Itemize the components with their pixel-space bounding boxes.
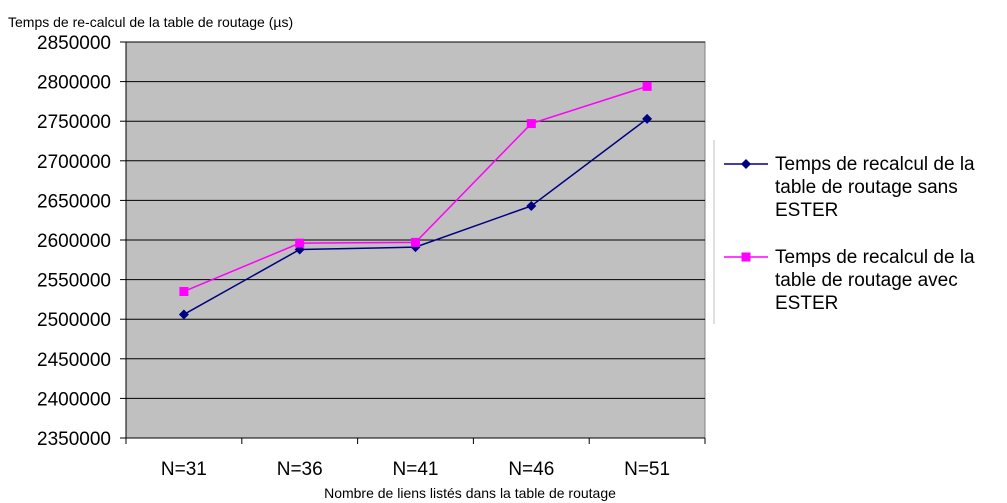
y-tick-label-10: 2850000 bbox=[37, 33, 111, 54]
chart-title: Temps de re-calcul de la table de routag… bbox=[8, 14, 293, 30]
x-axis-label: Nombre de liens listés dans la table de … bbox=[324, 485, 616, 501]
y-tick-label-3: 2500000 bbox=[37, 310, 111, 331]
y-tick-label-6: 2650000 bbox=[37, 191, 111, 212]
legend: Temps de recalcul de la table de routage … bbox=[713, 140, 975, 324]
x-tick-label-1: N=36 bbox=[277, 459, 323, 480]
data-point-1-0 bbox=[179, 286, 189, 296]
y-tick-label-2: 2450000 bbox=[37, 350, 111, 371]
y-tick-label-8: 2750000 bbox=[37, 112, 111, 133]
data-point-1-3 bbox=[526, 119, 536, 129]
data-point-0-3 bbox=[526, 200, 537, 211]
legend-label-1: Temps de recalcul de la table de routage … bbox=[775, 247, 975, 314]
data-point-1-4 bbox=[642, 81, 652, 91]
data-point-1-2 bbox=[411, 237, 420, 247]
y-tick-label-1: 2400000 bbox=[37, 389, 111, 410]
x-tick-label-3: N=46 bbox=[508, 459, 554, 480]
x-tick-label-2: N=41 bbox=[393, 459, 439, 480]
legend-label-line-1-1: table de routage avec bbox=[775, 270, 958, 291]
data-point-0-4 bbox=[642, 113, 653, 124]
y-tick-label-7: 2700000 bbox=[37, 152, 111, 173]
x-tick-label-4: N=51 bbox=[624, 459, 670, 480]
series bbox=[178, 81, 653, 320]
legend-label-line-0-2: ESTER bbox=[775, 200, 838, 221]
gridlines bbox=[126, 41, 705, 399]
series-1 bbox=[179, 81, 652, 296]
legend-marker-0 bbox=[741, 159, 751, 169]
x-tick-label-0: N=31 bbox=[161, 459, 207, 480]
y-tick-label-0: 2350000 bbox=[37, 429, 111, 450]
legend-label-line-0-0: Temps de recalcul de la bbox=[775, 154, 975, 175]
y-tick-label-9: 2800000 bbox=[37, 73, 111, 94]
legend-label-line-0-1: table de routage sans bbox=[775, 177, 958, 198]
legend-label-0: Temps de recalcul de la table de routage … bbox=[775, 154, 975, 221]
legend-label-line-1-2: ESTER bbox=[775, 293, 838, 314]
data-point-1-1 bbox=[295, 238, 305, 248]
legend-marker-1 bbox=[741, 252, 751, 262]
y-tick-label-4: 2550000 bbox=[37, 271, 111, 292]
y-axis-ticks: 2350000 2400000 2450000 2500000 2550000 26000… bbox=[37, 33, 126, 450]
data-point-0-0 bbox=[178, 309, 189, 320]
y-tick-label-5: 2600000 bbox=[37, 231, 111, 252]
x-axis-ticks: N=31 N=36 N=41 N=46 N=51 bbox=[125, 438, 706, 480]
legend-entry-0: Temps de recalcul de la table de routage … bbox=[724, 154, 975, 221]
legend-label-line-1-0: Temps de recalcul de la bbox=[775, 247, 975, 268]
legend-entry-1: Temps de recalcul de la table de routage … bbox=[724, 247, 975, 314]
